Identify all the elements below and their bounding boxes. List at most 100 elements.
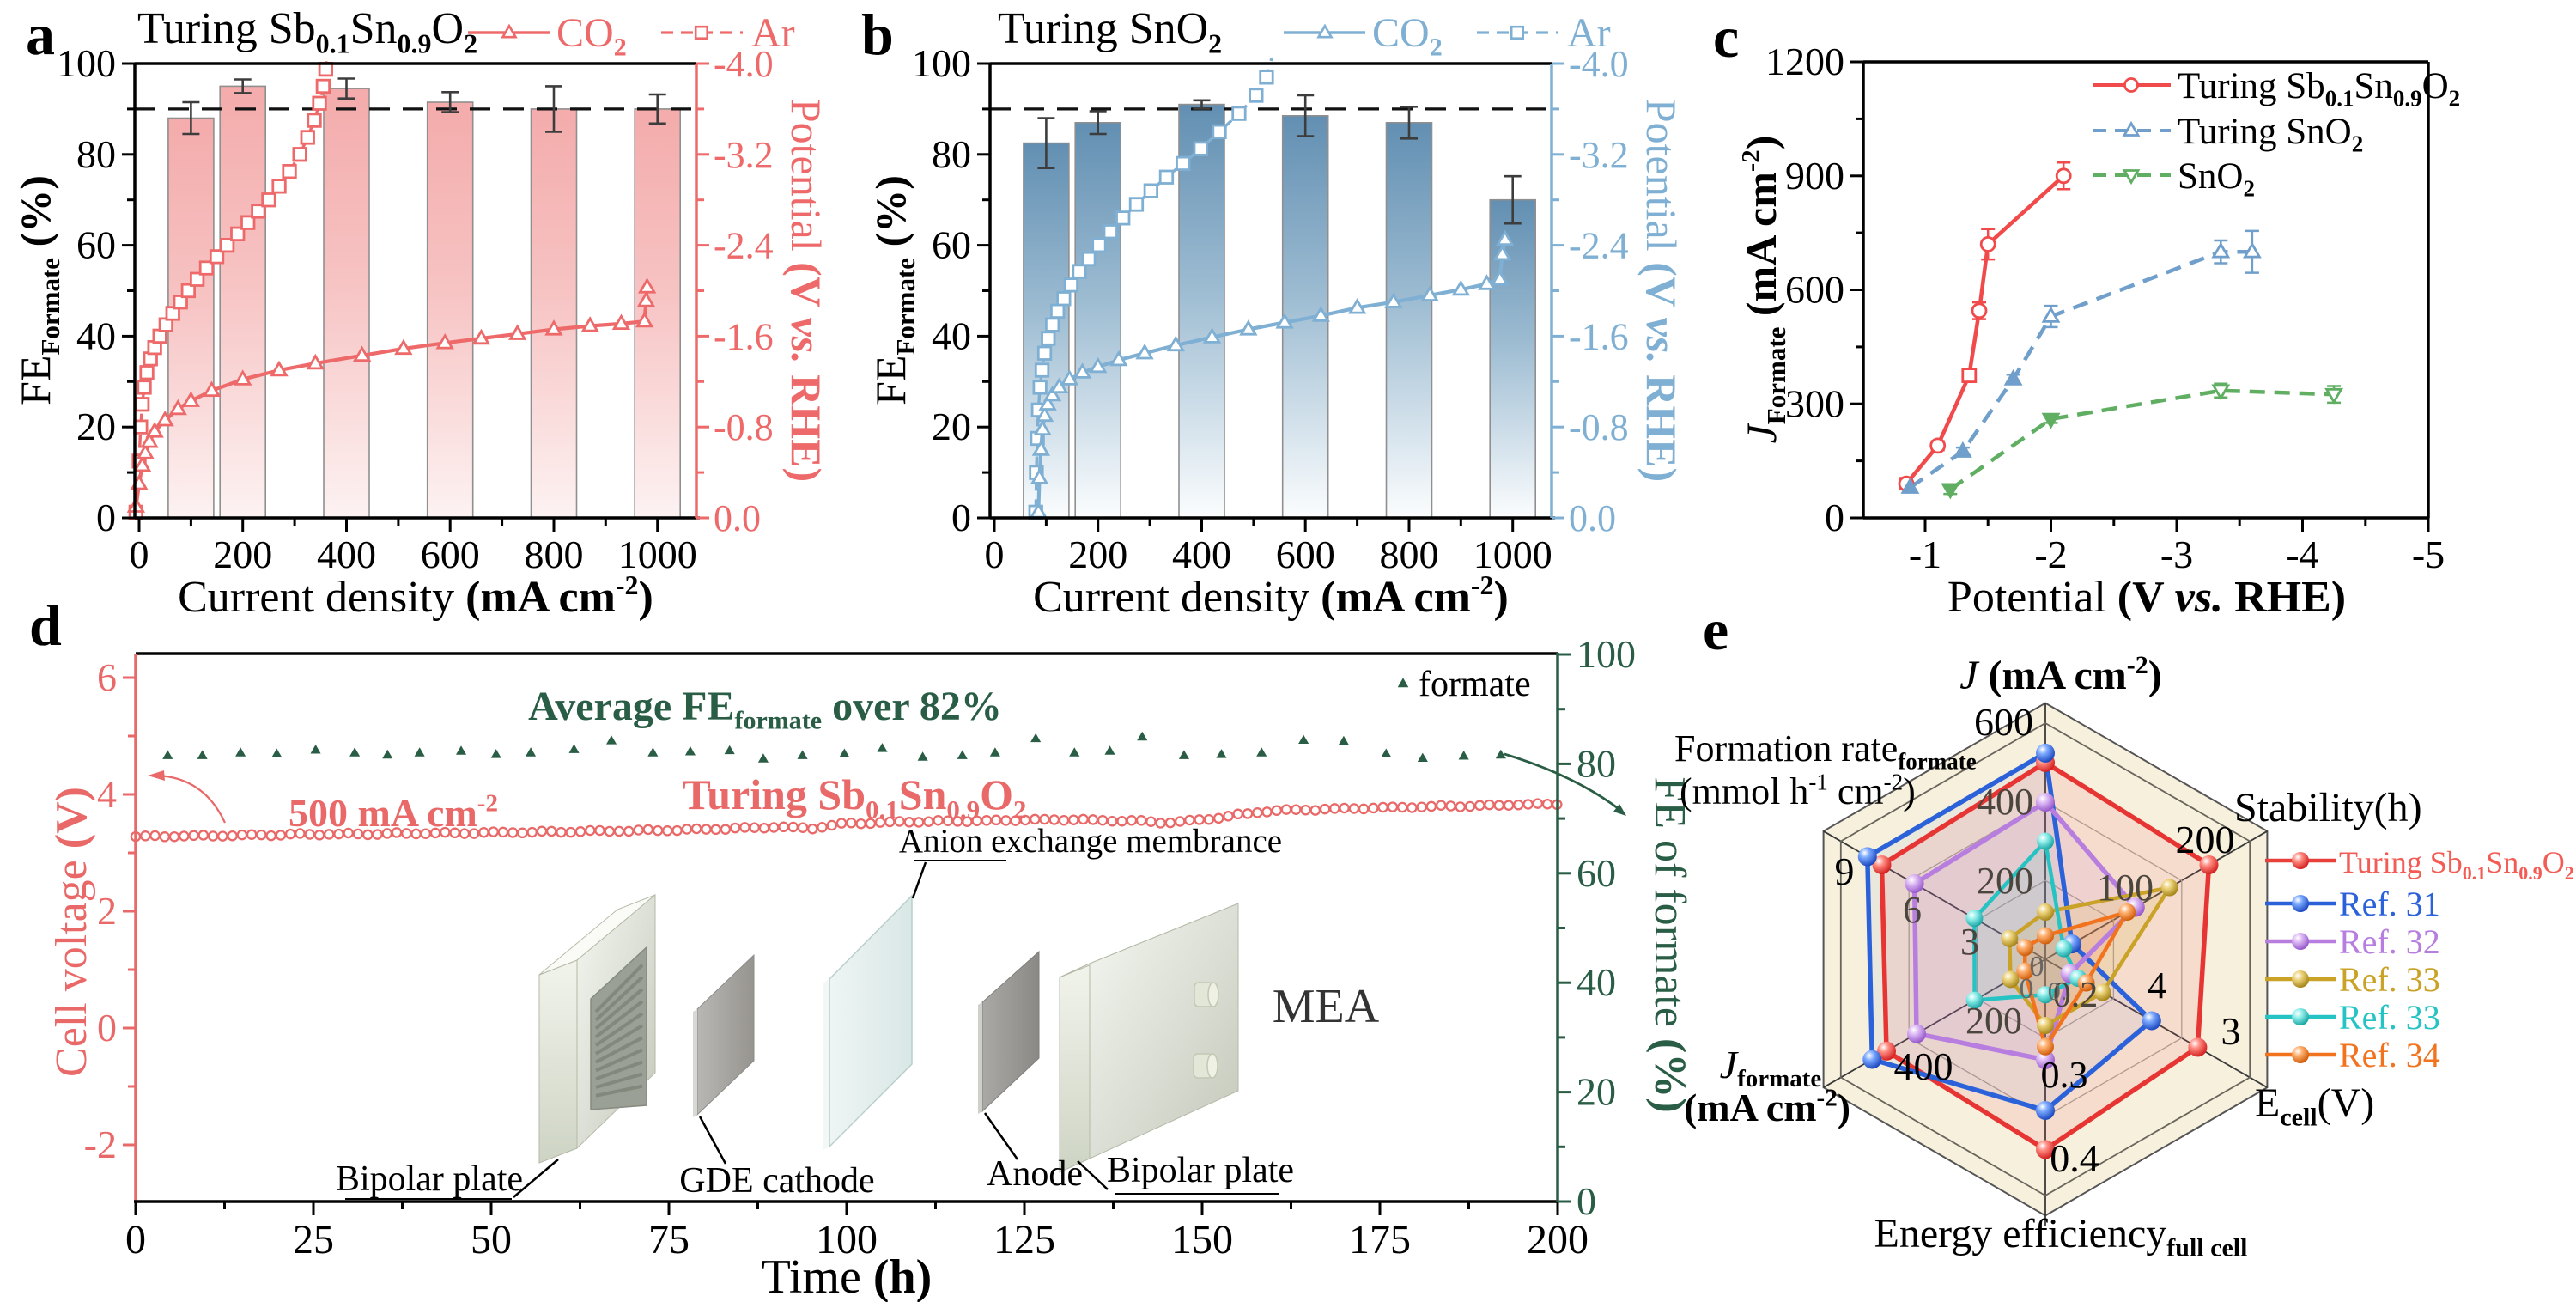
svg-text:formate: formate [1419,665,1531,704]
svg-text:SnO2: SnO2 [2178,156,2255,202]
svg-text:Anode: Anode [987,1154,1083,1194]
svg-text:Anion exchange membrance: Anion exchange membrance [899,823,1282,860]
svg-text:150: 150 [1171,1217,1233,1262]
svg-text:-2: -2 [2034,532,2067,576]
svg-text:0.: 0. [2048,977,2068,1006]
svg-text:-3: -3 [2160,532,2193,576]
svg-text:-2.4: -2.4 [714,225,774,267]
svg-text:Ar: Ar [751,10,795,56]
svg-text:0: 0 [2030,951,2044,983]
svg-text:-4.0: -4.0 [1569,43,1629,85]
svg-text:800: 800 [524,532,583,576]
svg-text:60: 60 [932,223,971,267]
svg-text:0: 0 [2020,973,2034,1005]
svg-text:40: 40 [76,313,116,357]
svg-text:20: 20 [1577,1070,1616,1114]
svg-text:-0.8: -0.8 [714,406,774,448]
svg-text:100: 100 [57,41,116,85]
svg-text:Bipolar plate: Bipolar plate [1107,1151,1294,1190]
svg-text:60: 60 [1577,851,1616,895]
svg-text:50: 50 [471,1217,512,1262]
svg-text:500 mA cm-2: 500 mA cm-2 [289,790,498,836]
svg-text:0: 0 [985,532,1005,576]
svg-text:Time (h): Time (h) [762,1250,933,1302]
svg-text:400: 400 [317,532,376,576]
svg-text:J (mA cm-2): J (mA cm-2) [1959,651,2162,698]
svg-text:(mA cm-2): (mA cm-2) [1684,1085,1850,1130]
svg-text:125: 125 [993,1217,1055,1262]
svg-text:0: 0 [1577,1179,1596,1223]
svg-text:-4: -4 [2286,532,2318,576]
svg-text:0.3: 0.3 [2041,1054,2088,1096]
svg-text:Ref. 33: Ref. 33 [2339,998,2440,1037]
svg-text:Current density (mA cm-2): Current density (mA cm-2) [1033,569,1509,622]
svg-text:Turing Sb0.1Sn0.9O2: Turing Sb0.1Sn0.9O2 [2178,66,2460,112]
svg-text:Cell voltage (V): Cell voltage (V) [47,787,96,1077]
svg-text:e: e [1703,597,1728,662]
svg-text:-1.6: -1.6 [1569,315,1629,357]
svg-text:1000: 1000 [618,532,697,576]
svg-text:0.0: 0.0 [714,497,761,539]
svg-text:0: 0 [1825,496,1844,539]
svg-text:600: 600 [1276,532,1335,576]
svg-text:1000: 1000 [1473,532,1552,576]
svg-text:400: 400 [1977,781,2033,823]
svg-text:400: 400 [1172,532,1231,576]
svg-text:FEFormate (%): FEFormate (%) [11,175,65,405]
svg-text:6: 6 [1903,889,1922,931]
svg-text:200: 200 [2176,818,2235,861]
svg-text:9: 9 [1835,849,1855,893]
svg-text:3: 3 [1960,921,1979,963]
svg-text:-0.8: -0.8 [1569,406,1629,448]
svg-text:CO2: CO2 [556,10,627,62]
svg-text:4: 4 [2148,964,2166,1007]
svg-text:Turing Sb0.1Sn0.9O2: Turing Sb0.1Sn0.9O2 [682,770,1026,824]
svg-text:0.2: 0.2 [2053,976,2099,1015]
svg-text:600: 600 [421,532,480,576]
svg-text:-3.2: -3.2 [1569,134,1629,176]
svg-text:a: a [26,2,55,67]
svg-text:0: 0 [125,1217,146,1262]
svg-text:40: 40 [932,313,971,357]
svg-text:Potential (V vs. RHE): Potential (V vs. RHE) [1947,573,2346,622]
svg-text:75: 75 [648,1217,690,1262]
svg-text:-2: -2 [84,1123,117,1166]
svg-text:100: 100 [816,1217,878,1262]
svg-text:Ecell(V): Ecell(V) [2255,1080,2374,1132]
svg-text:200: 200 [1977,860,2033,902]
svg-text:-2.4: -2.4 [1569,225,1629,267]
svg-text:-1: -1 [1909,532,1941,576]
svg-text:Formation rateformate: Formation rateformate [1674,727,1977,775]
svg-text:-3.2: -3.2 [714,134,774,176]
svg-text:Turing SnO2: Turing SnO2 [2178,112,2363,157]
svg-text:-1.6: -1.6 [714,315,774,357]
svg-text:4: 4 [97,772,117,816]
svg-text:80: 80 [76,132,116,176]
svg-text:Ar: Ar [1567,10,1611,56]
svg-text:600: 600 [1785,268,1844,312]
svg-text:200: 200 [1527,1217,1589,1262]
svg-text:Ref. 33: Ref. 33 [2339,960,2440,999]
svg-text:FE of formate (%): FE of formate (%) [1645,776,1694,1112]
svg-text:b: b [861,2,894,67]
svg-text:800: 800 [1379,532,1438,576]
svg-text:0.0: 0.0 [1569,497,1616,539]
svg-text:c: c [1713,4,1739,70]
svg-text:Average FEformate over 82%: Average FEformate over 82% [528,684,1002,735]
svg-text:900: 900 [1785,154,1844,198]
svg-text:6: 6 [97,655,117,699]
svg-text:20: 20 [76,405,116,448]
svg-text:1200: 1200 [1765,40,1844,83]
svg-text:0.4: 0.4 [2050,1136,2099,1180]
svg-text:80: 80 [1577,741,1616,785]
svg-text:GDE cathode: GDE cathode [679,1161,874,1201]
svg-text:Turing Sb0.1Sn0.9O2: Turing Sb0.1Sn0.9O2 [137,4,477,58]
svg-text:100: 100 [2097,867,2154,909]
svg-text:-4.0: -4.0 [714,43,774,85]
svg-text:20: 20 [932,405,971,448]
svg-text:Stability(h): Stability(h) [2234,785,2422,830]
svg-text:Ref. 34: Ref. 34 [2339,1036,2440,1074]
svg-text:100: 100 [912,41,971,85]
svg-text:600: 600 [1974,700,2033,744]
svg-text:Ref. 32: Ref. 32 [2339,922,2440,961]
